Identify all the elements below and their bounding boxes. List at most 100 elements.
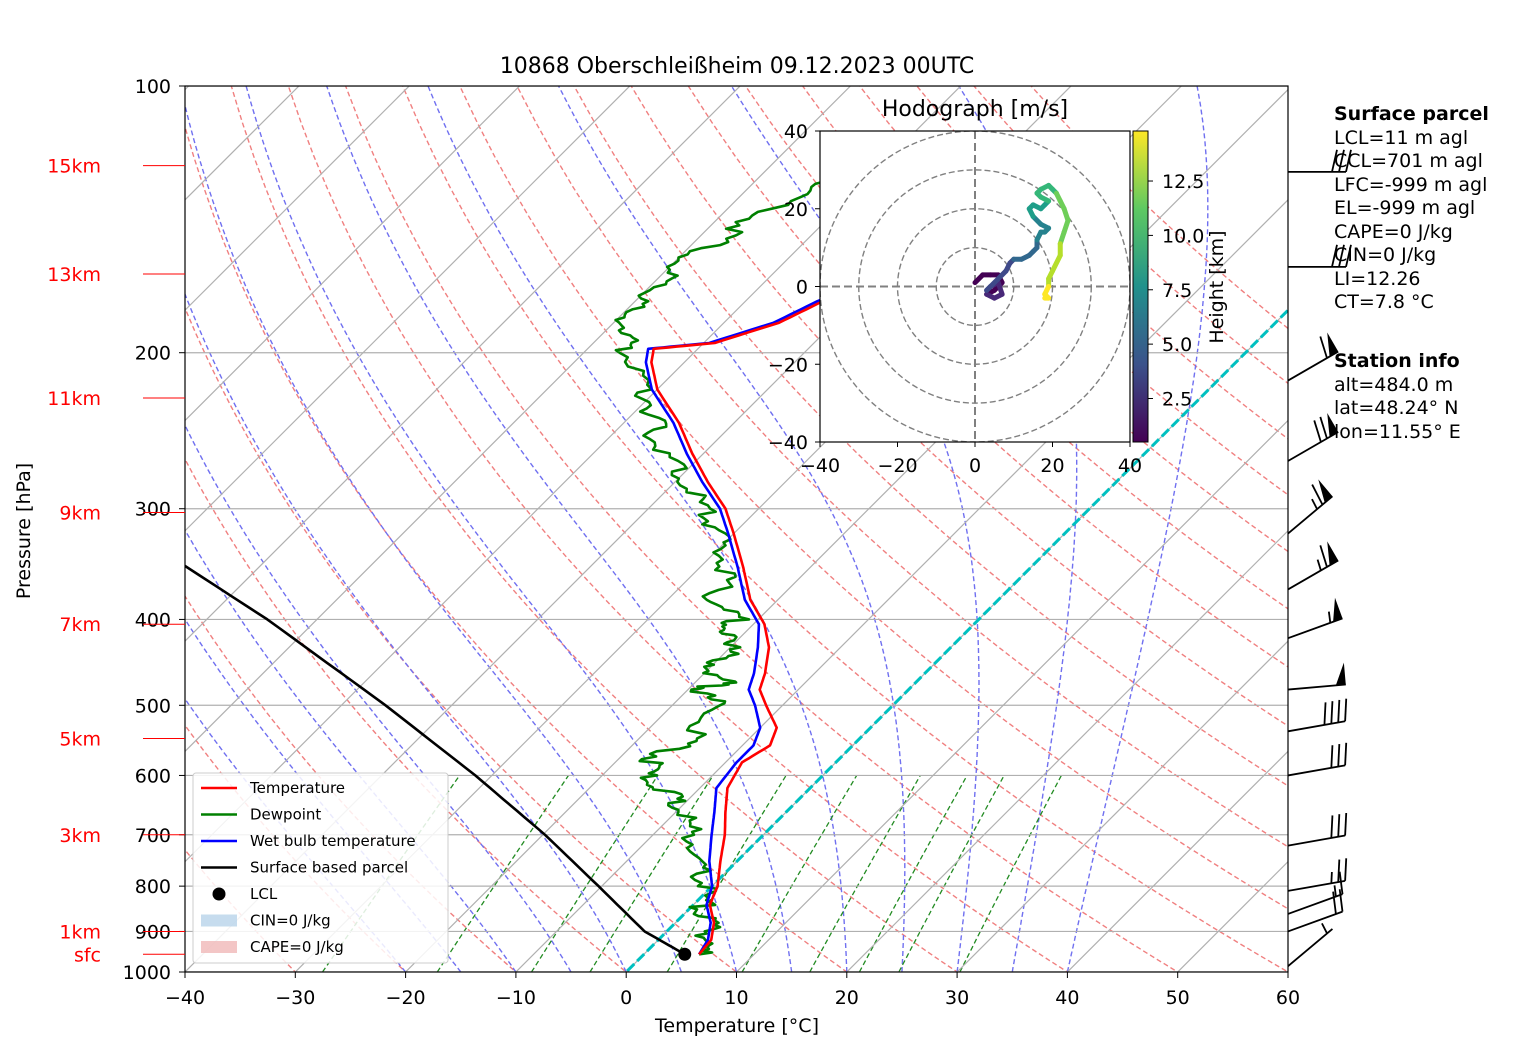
legend-box: [192, 772, 449, 964]
hodograph-y-tick-label: 20: [784, 199, 808, 221]
x-axis-label: Temperature [°C]: [654, 1015, 819, 1037]
wind-barb-full: [1345, 244, 1352, 268]
y-tick-label: 400: [135, 609, 171, 631]
dry-adiabat: [630, 86, 1288, 727]
station-info-panel: Station info alt=484.0 m lat=48.24° N lo…: [1334, 350, 1461, 444]
moist-adiabat: [185, 292, 627, 972]
wind-barb-shaft: [1287, 879, 1346, 892]
wind-barb-full: [1319, 336, 1328, 359]
zero-isotherm-line: [624, 308, 1288, 972]
surface-parcel-line: CAPE=0 J/kg: [1334, 220, 1453, 243]
x-tick-label: 20: [835, 987, 859, 1009]
wind-barb-full: [1338, 871, 1344, 895]
legend-entry-label: Dewpoint: [250, 806, 321, 824]
wind-barb-shaft: [1287, 431, 1339, 462]
station-info-line: lon=11.55° E: [1334, 420, 1461, 443]
moist-adiabat: [245, 86, 738, 972]
isotherm: [185, 86, 411, 312]
wind-barb-half: [1316, 559, 1322, 571]
isotherm: [185, 86, 521, 422]
wind-barb-shaft: [1287, 683, 1346, 691]
moist-adiabat: [557, 86, 906, 972]
y-tick-label: 1000: [123, 962, 171, 984]
wind-barb-full: [1330, 745, 1334, 768]
mixing-ratio-line: [530, 775, 659, 972]
hodograph-y-tick-label: 0: [796, 277, 808, 299]
x-tick-label: 10: [724, 987, 748, 1009]
wind-barb-full: [1319, 545, 1328, 568]
dry-adiabat: [459, 86, 1288, 910]
mixing-ratio-line: [898, 775, 1005, 972]
legend-swatch-fill: [201, 941, 237, 953]
y-tick-label: 500: [135, 695, 171, 717]
chart-title: 10868 Oberschleißheim 09.12.2023 00UTC: [500, 54, 975, 79]
wind-barb-full: [1332, 891, 1337, 915]
height-label: 15km: [47, 156, 101, 178]
height-label: 1km: [59, 921, 101, 943]
surface-parcel-line: CCL=701 m agl: [1334, 150, 1483, 172]
wind-barb-full: [1331, 244, 1338, 268]
series-line-dewpoint: [614, 161, 878, 956]
colorbar-tick-label: 10.0: [1162, 225, 1204, 247]
x-tick-label: −40: [165, 987, 205, 1009]
wind-barb: [1287, 922, 1334, 967]
surface-parcel-line: CIN=0 J/kg: [1334, 244, 1437, 266]
wind-barb-full: [1331, 149, 1338, 173]
legend-entry-label: CAPE=0 J/kg: [250, 938, 344, 956]
wind-barb-shaft: [1287, 910, 1343, 933]
wind-barb-full: [1337, 744, 1341, 767]
wind-barb-shaft: [1287, 893, 1343, 915]
surface-parcel-line: CT=7.8 °C: [1334, 291, 1434, 313]
surface-parcel-line: EL=-999 m agl: [1334, 197, 1476, 219]
wind-barb: [1288, 149, 1352, 173]
y-tick-label: 200: [135, 343, 171, 365]
x-tick-label: 50: [1166, 987, 1190, 1009]
hodograph-x-tick-label: 20: [1040, 455, 1064, 477]
dry-adiabat: [344, 86, 1180, 972]
hodograph-x-tick-label: −40: [800, 455, 840, 477]
hodograph-x-tick-label: 40: [1118, 455, 1142, 477]
y-tick-label: 800: [135, 876, 171, 898]
y-axis-label: Pressure [hPa]: [13, 463, 35, 599]
dry-adiabat: [516, 86, 1288, 848]
surface-parcel-header: Surface parcel: [1334, 103, 1489, 125]
colorbar-tick-label: 12.5: [1162, 171, 1204, 193]
height-label: 13km: [47, 264, 101, 286]
dry-adiabat: [573, 86, 1288, 787]
y-tick-label: 900: [135, 921, 171, 943]
wind-barb-half: [1330, 871, 1333, 884]
hodograph-title: Hodograph [m/s]: [882, 97, 1068, 122]
wind-barb-shaft: [1287, 764, 1346, 777]
x-tick-label: 60: [1276, 987, 1300, 1009]
wind-barb-full: [1311, 484, 1324, 506]
wind-barb-full: [1338, 244, 1345, 268]
height-label: 9km: [59, 503, 101, 525]
hodograph-y-tick-label: 40: [784, 121, 808, 143]
moist-adiabat: [185, 423, 572, 972]
wind-barb-shaft: [1287, 928, 1334, 967]
wind-barb-full: [1319, 416, 1328, 439]
x-tick-label: −20: [386, 987, 426, 1009]
mixing-ratio-line: [959, 775, 1062, 972]
wind-barb-flag: [1327, 332, 1339, 357]
wind-barb-full: [1313, 420, 1322, 443]
x-tick-label: 30: [945, 987, 969, 1009]
x-tick-label: 40: [1055, 987, 1079, 1009]
wind-barb-full: [1344, 698, 1348, 722]
wind-barb-flag: [1327, 541, 1339, 566]
wind-barb: [1287, 412, 1339, 462]
isotherm: [1066, 750, 1288, 972]
isotherm: [515, 199, 1288, 972]
height-label: 5km: [59, 728, 101, 750]
hodograph-trace-segment: [984, 276, 1001, 293]
legend-entry-label: Wet bulb temperature: [250, 832, 416, 850]
wind-barb: [1287, 871, 1344, 915]
legend-entry-label: Surface based parcel: [250, 859, 408, 877]
moist-adiabat: [1066, 86, 1209, 972]
surface-parcel-line: LCL=11 m agl: [1334, 126, 1469, 149]
station-info-header: Station info: [1334, 350, 1460, 372]
surface-parcel-panel: Surface parcel LCL=11 m agl CCL=701 m ag…: [1334, 103, 1489, 315]
wind-barb-half: [1321, 922, 1328, 934]
isotherm: [404, 88, 1288, 972]
